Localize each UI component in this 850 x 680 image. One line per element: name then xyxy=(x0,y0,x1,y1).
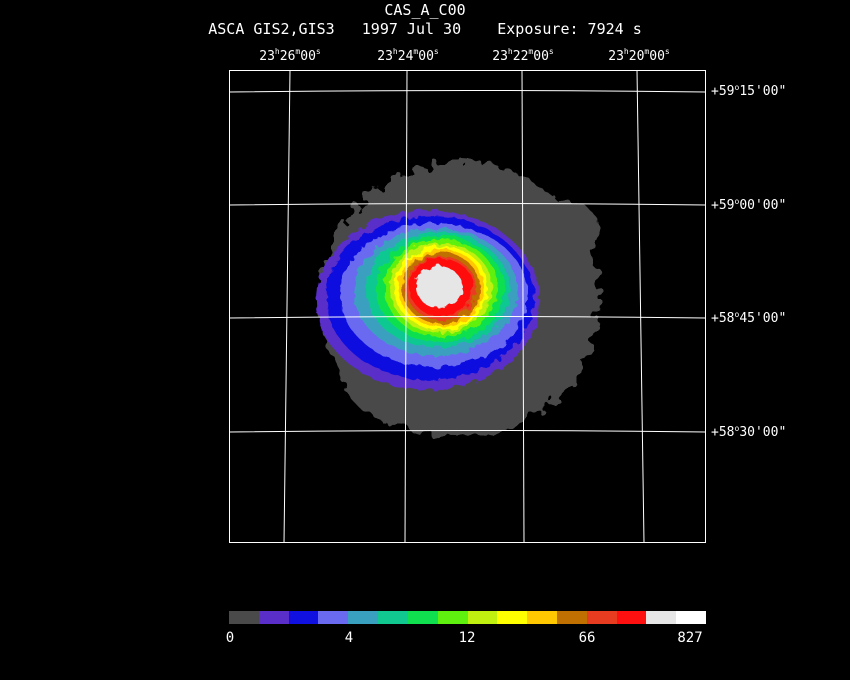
colorbar-swatch xyxy=(318,611,349,624)
image-frame xyxy=(229,70,706,543)
ra-label-4: 23h20m00s xyxy=(608,47,670,64)
colorbar-swatch xyxy=(527,611,557,624)
colorbar-swatch xyxy=(229,611,259,624)
colorbar-label: 66 xyxy=(578,630,596,646)
source-emission xyxy=(316,210,540,390)
colorbar-swatch xyxy=(646,611,677,624)
colorbar-label: 827 xyxy=(677,630,703,646)
colorbar-swatch xyxy=(348,611,379,624)
ra-label-3: 23h22m00s xyxy=(492,47,554,64)
colorbar-swatch xyxy=(497,611,528,624)
image-subtitle: ASCA GIS2,GIS3 1997 Jul 30 Exposure: 792… xyxy=(208,20,642,38)
image-title: CAS_A_C00 xyxy=(384,1,466,19)
colorbar-swatch xyxy=(556,611,587,624)
dec-label-3: +58o45'00" xyxy=(711,310,787,326)
ra-label-1: 23h26m00s xyxy=(259,47,321,64)
colorbar-swatch xyxy=(616,611,647,624)
dec-label-4: +58o30'00" xyxy=(711,424,787,440)
colorbar-swatch xyxy=(407,611,438,624)
colorbar-swatch xyxy=(378,611,408,624)
colorbar-swatch xyxy=(676,611,706,624)
colorbar-swatch xyxy=(437,611,468,624)
colorbar-swatch xyxy=(586,611,617,624)
colorbar-swatch xyxy=(288,611,319,624)
coordinate-grid xyxy=(228,69,707,544)
colorbar xyxy=(229,611,706,624)
colorbar-label: 4 xyxy=(344,630,354,646)
colorbar-label: 12 xyxy=(458,630,476,646)
dec-label-1: +59o15'00" xyxy=(711,83,787,99)
colorbar-swatch xyxy=(467,611,498,624)
ra-label-2: 23h24m00s xyxy=(377,47,439,64)
colorbar-label: 0 xyxy=(225,630,235,646)
colorbar-swatch xyxy=(258,611,289,624)
dec-label-2: +59o00'00" xyxy=(711,197,787,213)
